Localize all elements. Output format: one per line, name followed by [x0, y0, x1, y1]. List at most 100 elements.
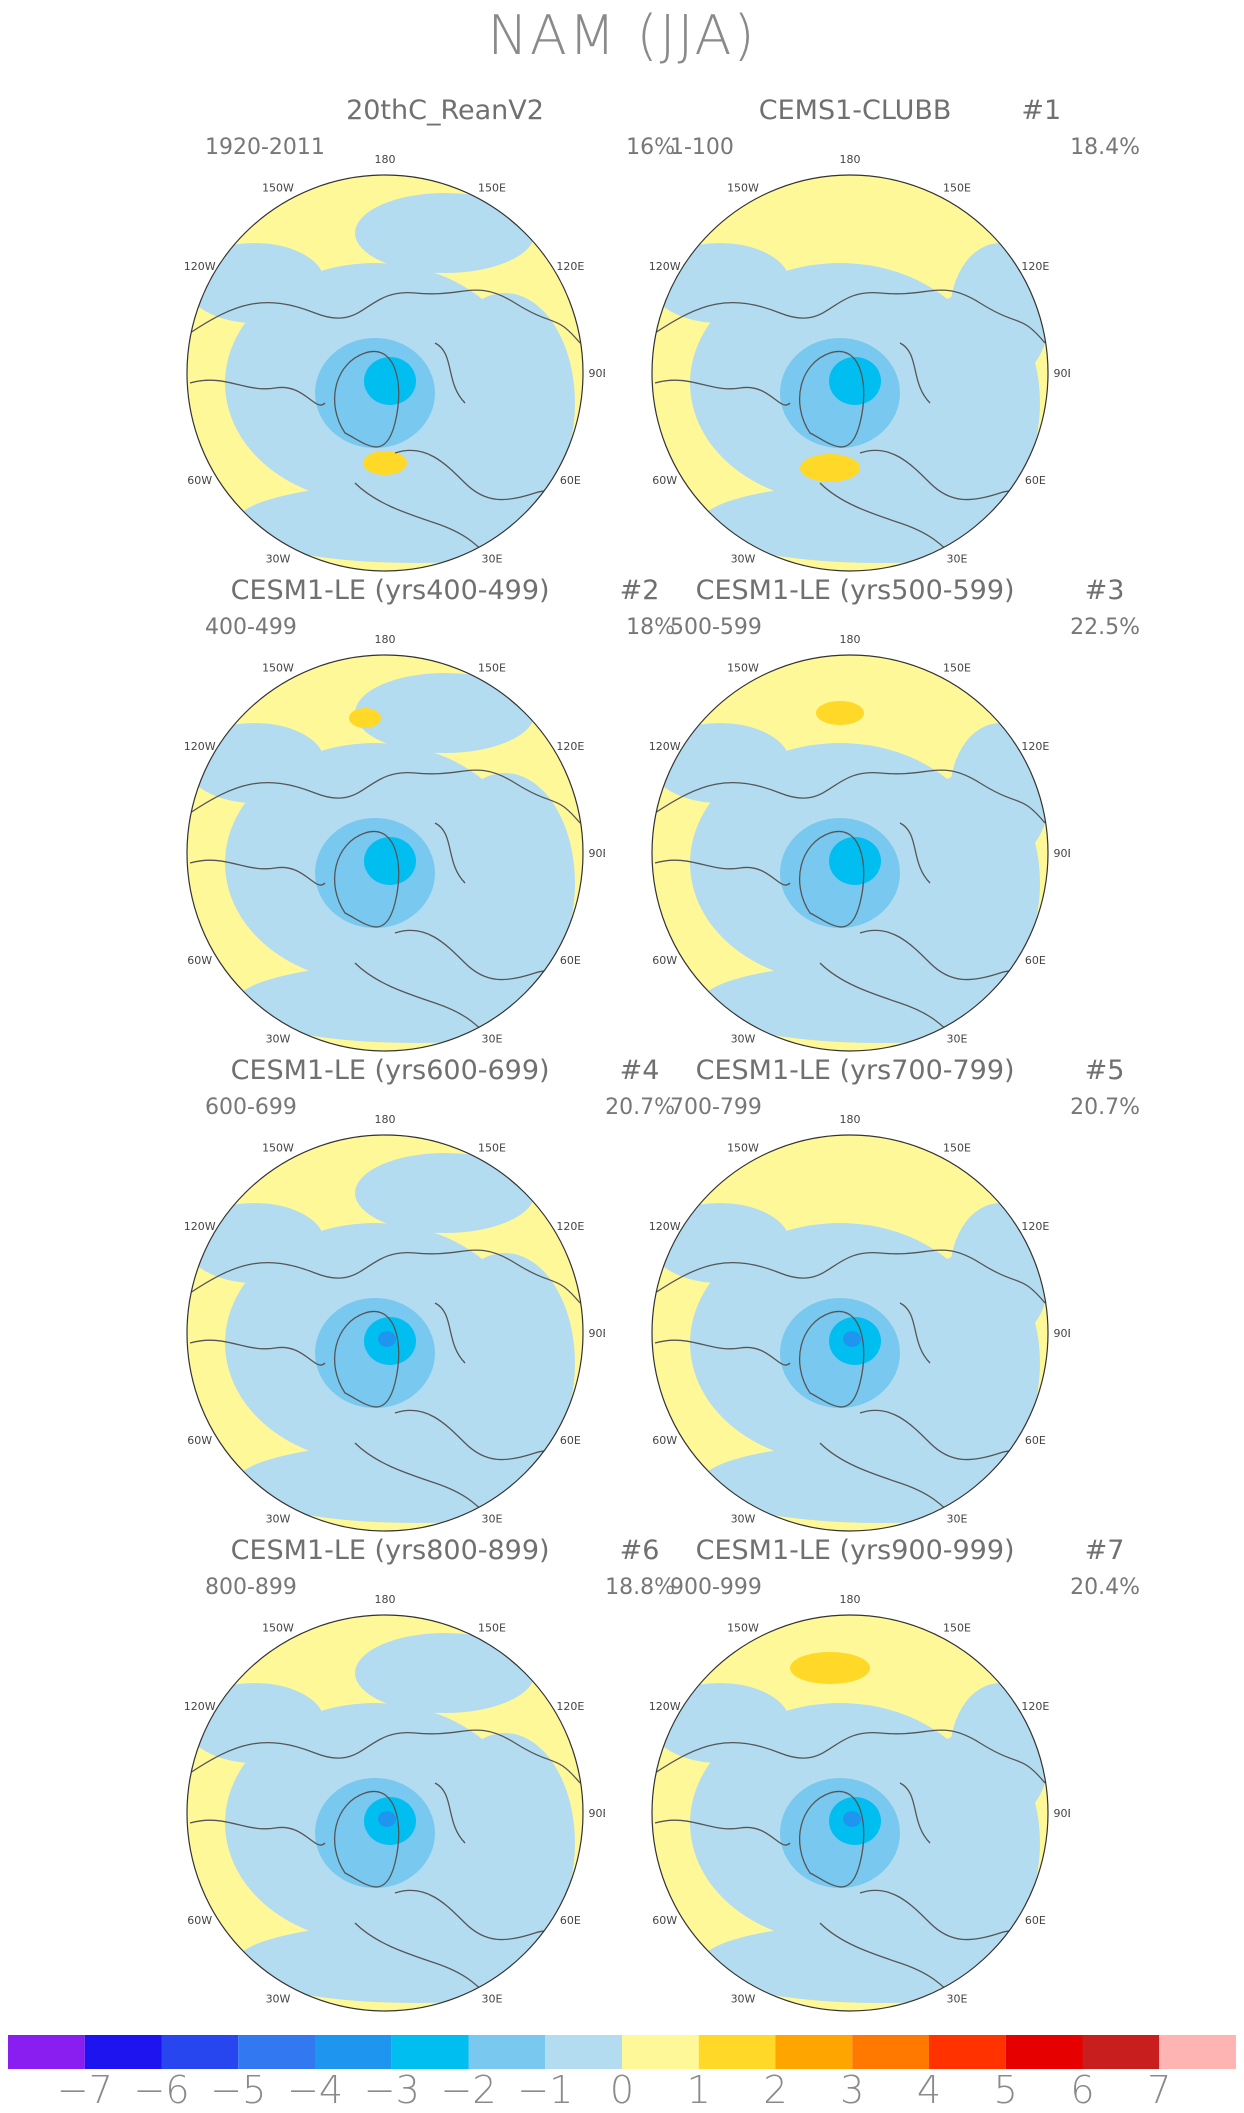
longitude-label: 60E [1025, 474, 1046, 487]
map-panel-6: CESM1-LE (yrs800-899) #6 800-899 18.8% 180 15… [185, 1535, 745, 2025]
coastlines [189, 769, 581, 1044]
longitude-label: 30W [731, 1032, 756, 1045]
panel-member-number: #5 [1084, 1055, 1125, 1086]
colorbar-swatch [698, 2035, 776, 2069]
panel-title: CESM1-LE (yrs800-899) #6 [185, 1535, 705, 1566]
longitude-label: 180 [375, 633, 396, 646]
colorbar-tick-label: −5 [210, 2068, 267, 2112]
negative-anomaly-region [435, 1733, 575, 1953]
longitude-label: 90E [589, 367, 605, 380]
longitude-label: 0 [847, 1541, 854, 1543]
longitude-label: 150W [262, 1142, 294, 1155]
longitude-label: 60E [1025, 1914, 1046, 1927]
longitude-label: 120W [650, 260, 681, 273]
negative-anomaly-center [378, 1331, 396, 1347]
polar-map: 180150E120E90E60E30E030W60W90W120W150W [650, 633, 1070, 1063]
colorbar-swatch [84, 2035, 162, 2069]
figure-title: NAM (JJA) [487, 4, 757, 67]
longitude-label: 150W [727, 182, 759, 195]
colorbar-tick-label: −3 [363, 2068, 420, 2112]
map-panel-7: CESM1-LE (yrs900-999) #7 900-999 20.4% 180 15… [650, 1535, 1210, 2025]
colorbar-swatch [1005, 2035, 1083, 2069]
panel-title: CEMS1-CLUBB #1 [650, 95, 1170, 126]
colorbar-swatch [929, 2035, 1006, 2069]
longitude-label: 120E [556, 260, 584, 273]
polar-map: 180150E120E90E60E30E030W60W90W120W150W [650, 153, 1070, 583]
colorbar-swatch [391, 2035, 469, 2069]
panel-variance-pct: 20.7% [1070, 1095, 1140, 1120]
longitude-label: 120E [556, 740, 584, 753]
longitude-label: 120E [1021, 740, 1049, 753]
coastlines [189, 1249, 581, 1524]
colorbar-tick-label: 7 [1147, 2068, 1172, 2112]
panel-title: CESM1-LE (yrs700-799) #5 [650, 1055, 1170, 1086]
colorbar-tick-label: 3 [840, 2068, 865, 2112]
longitude-label: 150W [727, 1142, 759, 1155]
colorbar-swatch [775, 2035, 853, 2069]
longitude-label: 90E [1054, 367, 1070, 380]
map-panel-3: CESM1-LE (yrs500-599) #3 500-599 22.5% 180 15… [650, 575, 1210, 1065]
positive-anomaly-spot [800, 454, 860, 482]
longitude-label: 120W [185, 740, 216, 753]
coastlines [654, 289, 1046, 564]
panel-variance-pct: 20.4% [1070, 1575, 1140, 1600]
map-boundary [651, 1614, 1049, 2012]
panel-period: 700-799 [670, 1095, 762, 1120]
longitude-label: 90E [1054, 1327, 1070, 1340]
longitude-label: 150W [262, 662, 294, 675]
map-panel-0: 20thC_ReanV2 1920-2011 16% 180 150E 120E 90E 60… [185, 95, 745, 585]
panel-member-number: #7 [1084, 1535, 1125, 1566]
longitude-label: 120E [1021, 260, 1049, 273]
longitude-label: 60W [187, 474, 212, 487]
longitude-label: 180 [840, 153, 861, 166]
longitude-label: 150W [262, 182, 294, 195]
negative-anomaly-region [652, 723, 790, 803]
longitude-label: 120W [650, 1700, 681, 1713]
longitude-label: 60W [187, 1914, 212, 1927]
longitude-label: 30E [947, 1512, 968, 1525]
map-boundary [186, 654, 584, 1052]
longitude-label: 150E [478, 182, 506, 195]
longitude-label: 60W [652, 1434, 677, 1447]
longitude-label: 30E [947, 1992, 968, 2005]
panel-title-text: CESM1-LE (yrs800-899) [230, 1535, 550, 1566]
longitude-label: 150E [943, 662, 971, 675]
longitude-label: 30E [482, 1032, 503, 1045]
longitude-label: 0 [382, 1541, 389, 1543]
map-boundary [651, 174, 1049, 572]
negative-anomaly-region [187, 1203, 325, 1283]
positive-anomaly-spot [349, 708, 381, 728]
longitude-label: 30E [947, 552, 968, 565]
longitude-label: 0 [382, 2021, 389, 2023]
negative-anomaly-core [364, 357, 416, 405]
panel-member-number: #1 [1021, 95, 1062, 126]
colorbar-tick-label: −7 [56, 2068, 113, 2112]
longitude-label: 60E [560, 1914, 581, 1927]
negative-anomaly-region [187, 243, 325, 323]
longitude-label: 120W [185, 1700, 216, 1713]
longitude-label: 150E [478, 662, 506, 675]
negative-anomaly-center [843, 1331, 861, 1347]
panel-variance-pct: 18.8% [605, 1575, 675, 1600]
map-boundary [186, 1134, 584, 1532]
negative-anomaly-center [378, 1811, 396, 1827]
longitude-label: 180 [375, 1593, 396, 1606]
panel-variance-pct: 20.7% [605, 1095, 675, 1120]
panel-variance-pct: 18% [626, 615, 675, 640]
polar-map: 180150E120E90E60E30E030W60W90W120W150W [185, 153, 605, 583]
colorbar-tick-label: −6 [133, 2068, 190, 2112]
colorbar-tick-label: −1 [517, 2068, 574, 2112]
longitude-label: 0 [382, 1061, 389, 1063]
longitude-label: 30W [731, 552, 756, 565]
negative-anomaly-region [652, 1203, 790, 1283]
colorbar-swatch [622, 2035, 699, 2069]
negative-anomaly-region [435, 293, 575, 513]
longitude-label: 120E [556, 1220, 584, 1233]
longitude-label: 150E [943, 1622, 971, 1635]
map-panel-1: CEMS1-CLUBB #1 1-100 18.4% 180 150E 120E 90E 60E… [650, 95, 1210, 585]
longitude-label: 180 [375, 153, 396, 166]
longitude-label: 30W [266, 552, 291, 565]
longitude-label: 60E [560, 474, 581, 487]
longitude-label: 150E [943, 182, 971, 195]
colorbar-tick-label: −4 [286, 2068, 344, 2112]
